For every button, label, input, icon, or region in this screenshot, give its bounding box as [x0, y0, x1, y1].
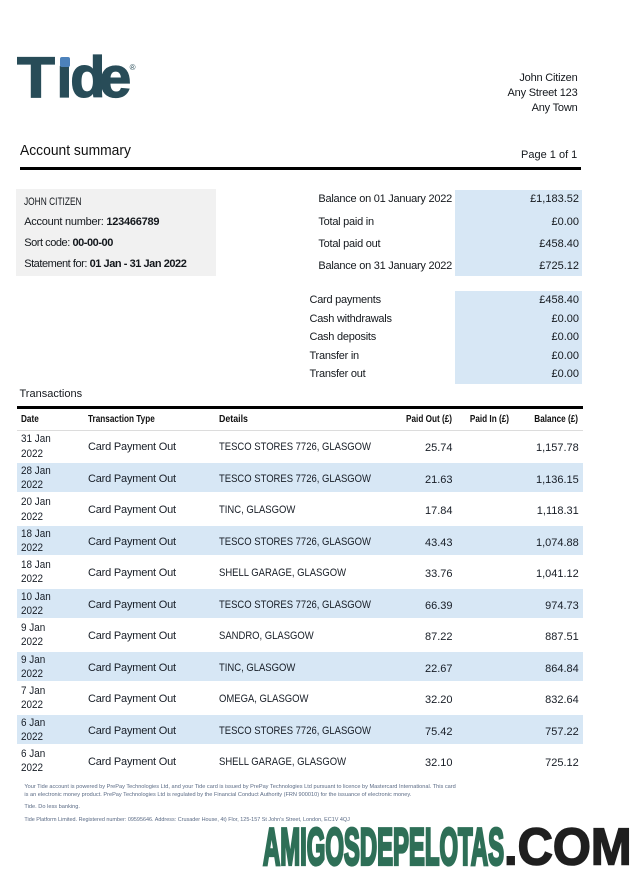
svg-text:AMIGOSDEPELOTAS: AMIGOSDEPELOTAS — [263, 820, 504, 870]
svg-text:.COM: .COM — [504, 820, 632, 870]
